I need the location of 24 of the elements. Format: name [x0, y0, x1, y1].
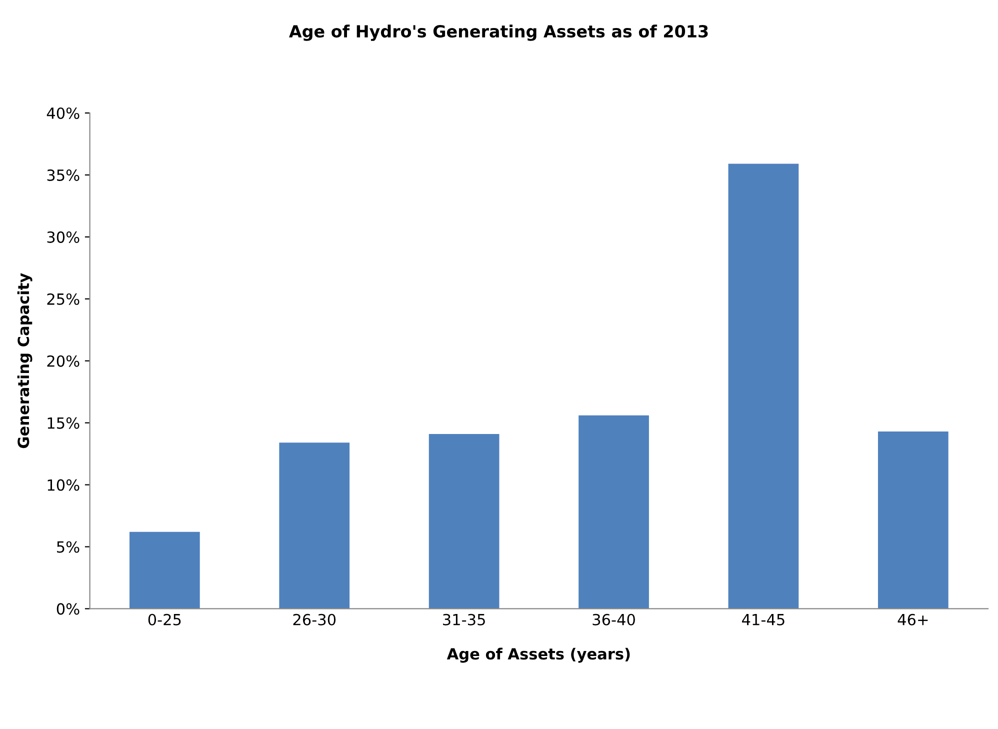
- x-tick-label: 0-25: [148, 614, 181, 626]
- x-tick-label: 41-45: [742, 614, 784, 626]
- y-tick-label: 20%: [47, 355, 80, 367]
- bar: [279, 442, 350, 609]
- x-tick-label: 46+: [898, 614, 928, 626]
- y-tick-label: 0%: [56, 603, 80, 615]
- y-tick-label: 25%: [47, 293, 80, 305]
- bar: [428, 434, 500, 609]
- x-axis-title: Age of Assets (years): [446, 648, 630, 663]
- x-tick-label: 26-30: [293, 614, 336, 626]
- x-tick-label: 31-35: [443, 614, 485, 626]
- y-tick-label: 15%: [48, 417, 80, 429]
- y-tick-label: 35%: [47, 169, 80, 181]
- y-tick-label: 40%: [46, 107, 80, 120]
- x-tick-label: 36-40: [592, 614, 635, 626]
- y-tick-label: 30%: [47, 231, 80, 243]
- y-axis-title: Generating Capacity: [17, 273, 32, 448]
- bar: [878, 431, 948, 609]
- y-tick-label: 5%: [57, 541, 80, 553]
- chart-title: Age of Hydro's Generating Assets as of 2013: [289, 24, 708, 41]
- bar: [728, 164, 799, 609]
- bar: [578, 415, 649, 609]
- bar: [129, 532, 200, 609]
- y-tick-label: 10%: [48, 479, 80, 491]
